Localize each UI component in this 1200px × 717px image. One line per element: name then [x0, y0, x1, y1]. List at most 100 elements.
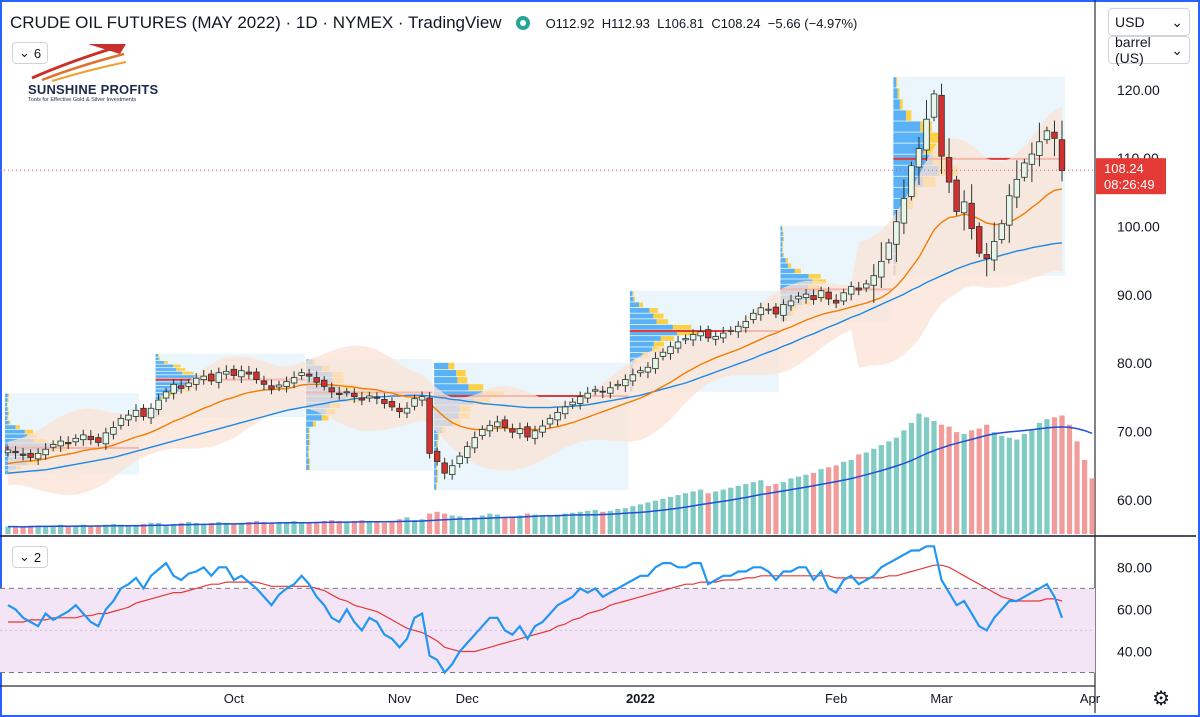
candle-body	[524, 426, 531, 438]
volume-bar	[532, 514, 538, 534]
candle-body	[403, 407, 411, 414]
volume-bar	[208, 522, 214, 534]
candle-body	[155, 399, 162, 411]
volume-bar	[1051, 417, 1058, 534]
candle-body	[351, 392, 358, 398]
candle-body	[923, 118, 930, 151]
indicators-toggle-button[interactable]: ⌄ 6	[12, 42, 49, 64]
unit-select[interactable]: barrel (US) ⌄	[1108, 34, 1190, 66]
rsi-pane-toggle-button[interactable]: ⌄ 2	[12, 546, 49, 568]
profile-row-volume	[629, 307, 650, 313]
candle-body	[27, 452, 34, 458]
profile-row-delta	[633, 296, 635, 302]
profile-row-volume	[629, 319, 657, 325]
profile-row-volume	[5, 470, 10, 475]
profile-row-volume	[306, 421, 313, 427]
candle-body	[539, 425, 546, 433]
volume-bar	[1036, 422, 1043, 534]
volume-bar	[253, 521, 260, 534]
volume-bar	[931, 421, 937, 534]
volume-bar	[893, 437, 899, 534]
candle-body	[652, 357, 659, 370]
profile-row-delta	[7, 398, 9, 402]
volume-bar	[268, 522, 275, 534]
volume-bar	[999, 435, 1005, 534]
profile-row-volume	[306, 464, 309, 471]
volume-bar	[283, 522, 290, 534]
profile-row-volume	[306, 415, 322, 421]
profile-row-delta	[176, 368, 186, 371]
candle-body	[253, 371, 260, 380]
candle-body	[140, 407, 147, 417]
low-value: L106.81	[657, 15, 705, 31]
candle-body	[336, 392, 343, 396]
profile-row-volume	[434, 384, 469, 391]
candle-body	[810, 295, 817, 301]
profile-row-delta	[649, 307, 658, 313]
profile-row-delta	[468, 384, 484, 391]
volume-bar	[110, 523, 116, 534]
volume-bar	[743, 484, 749, 534]
candle-body	[49, 444, 57, 448]
candle-body	[268, 385, 275, 390]
profile-row-volume	[780, 247, 783, 252]
volume-bar	[517, 515, 523, 534]
volume-bar	[449, 515, 455, 534]
volume-bar	[667, 496, 674, 534]
profile-row-volume	[434, 440, 437, 448]
volume-bar	[765, 485, 771, 534]
profile-row-delta	[905, 110, 912, 121]
volume-bar	[622, 508, 628, 534]
profile-row-volume	[780, 252, 783, 258]
volume-bar	[1059, 415, 1065, 534]
indicators-count: 6	[33, 45, 42, 61]
volume-bar	[961, 434, 967, 534]
volume-bar	[487, 513, 493, 534]
candle-body	[132, 409, 140, 417]
profile-row-volume	[434, 469, 438, 476]
volume-bar	[698, 489, 704, 534]
candle-body	[200, 375, 207, 380]
candle-body	[938, 94, 945, 157]
profile-row-volume	[155, 361, 165, 364]
volume-bar	[848, 459, 854, 534]
volume-bar	[660, 498, 666, 534]
profile-row-volume	[306, 433, 309, 440]
volume-bar	[216, 521, 222, 534]
candle-body	[42, 448, 49, 456]
profile-row-delta	[456, 369, 466, 377]
volume-bar	[5, 526, 11, 534]
profile-row-volume	[780, 268, 795, 274]
profile-row-volume	[306, 439, 310, 446]
volume-bar	[795, 476, 802, 534]
currency-select[interactable]: USD ⌄	[1108, 8, 1190, 36]
profile-row-delta	[677, 330, 698, 336]
gear-icon[interactable]: ⚙	[1152, 688, 1170, 710]
volume-bar	[494, 514, 500, 534]
candle-body	[433, 450, 441, 462]
sunshine-profits-logo: SUNSHINE PROFITS Tools for Effective Gol…	[28, 42, 178, 106]
profile-row-volume	[629, 347, 653, 353]
volume-bar	[878, 445, 884, 534]
volume-bar	[231, 523, 237, 534]
chart-header: CRUDE OIL FUTURES (MAY 2022) · 1D · NYME…	[10, 10, 857, 36]
last-price-tag	[1096, 158, 1166, 195]
volume-bar	[592, 509, 598, 534]
volume-bar	[35, 525, 41, 534]
candle-body	[998, 223, 1005, 240]
volume-bar	[306, 522, 312, 534]
volume-bar	[645, 502, 651, 534]
volume-bar	[381, 522, 388, 534]
candle-body	[290, 377, 298, 384]
candle-body	[569, 401, 576, 406]
profile-row-volume	[780, 231, 783, 237]
volume-bar	[148, 522, 154, 534]
profile-row-delta	[308, 464, 311, 471]
price-tick-label: 60.00	[1117, 492, 1152, 508]
volume-bar	[1014, 439, 1020, 534]
profile-row-volume	[629, 352, 643, 358]
candle-body	[975, 226, 983, 254]
profile-row-delta	[15, 425, 20, 429]
profile-row-volume	[5, 398, 8, 402]
